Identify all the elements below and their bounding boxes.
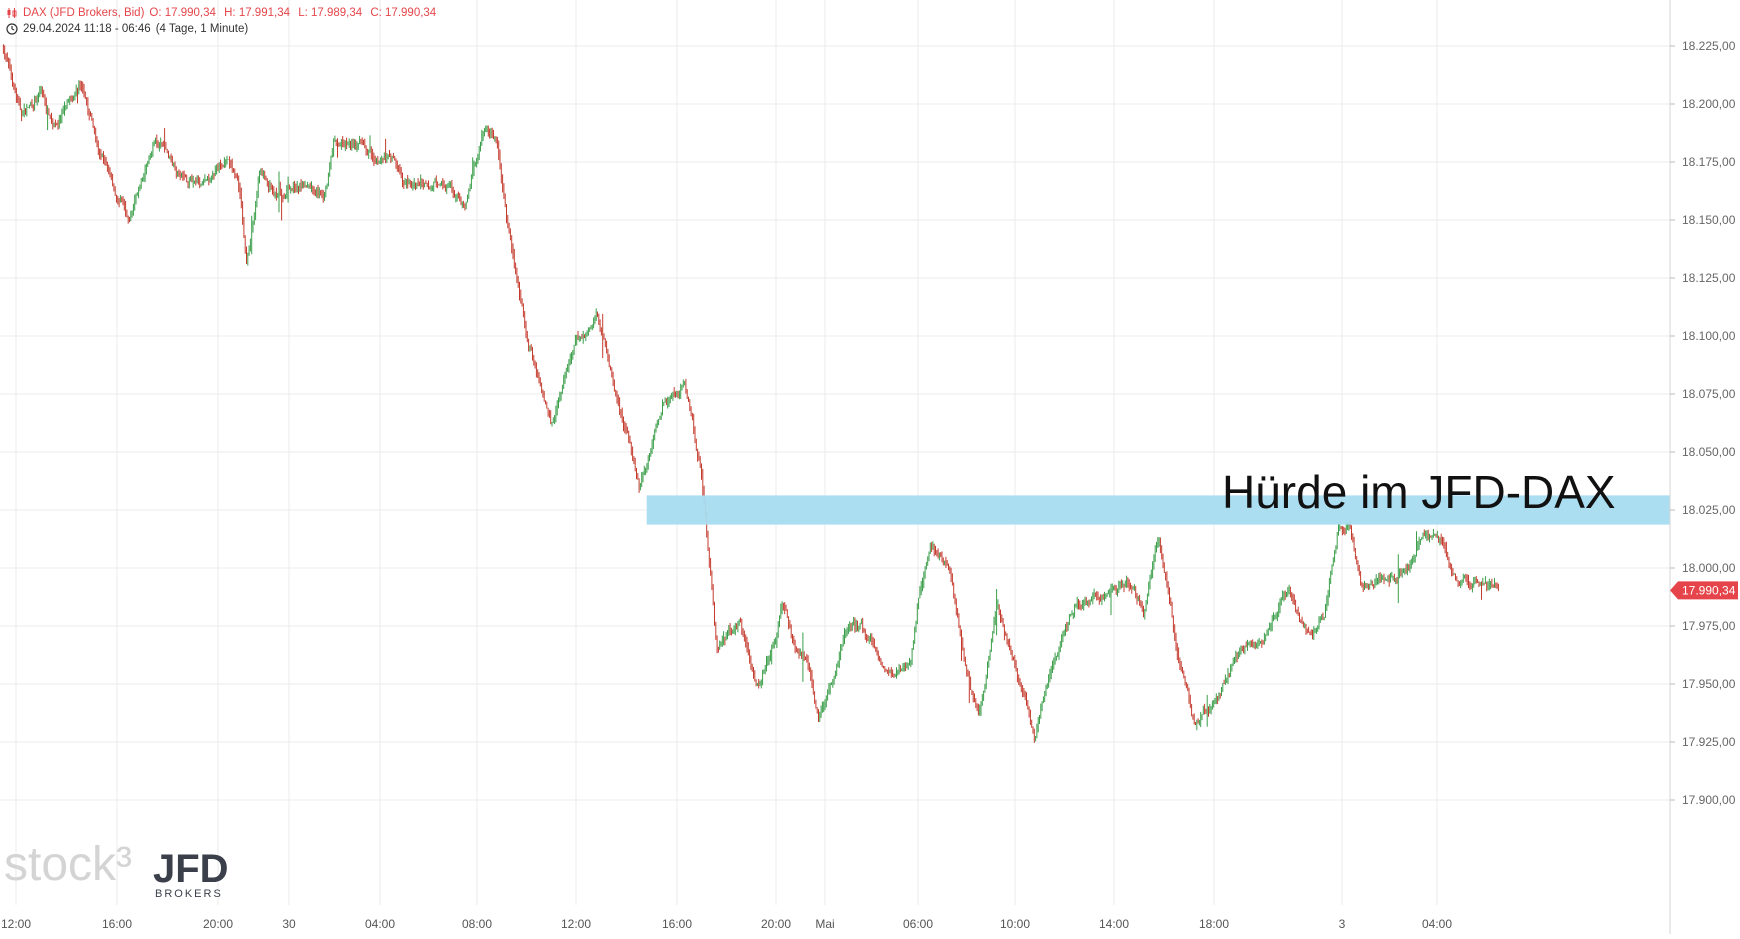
resistance-zone-layer: Hürde im JFD-DAX xyxy=(646,466,1670,525)
x-tick-label: 04:00 xyxy=(365,917,395,931)
date-range: 29.04.2024 11:18 - 06:46 xyxy=(23,23,151,35)
ohlc-values: O: 17.990,34 H: 17.991,34 L: 17.989,34 C… xyxy=(149,5,441,21)
low-value: L: 17.989,34 xyxy=(298,7,363,19)
x-tick-label: 06:00 xyxy=(903,917,933,931)
annotation-label: Hürde im JFD-DAX xyxy=(1222,466,1616,518)
x-tick-label: 14:00 xyxy=(1099,917,1129,931)
x-tick-label: 12:00 xyxy=(1,917,31,931)
y-tick-label: 18.175,00 xyxy=(1682,155,1736,169)
y-tick-label: 17.950,00 xyxy=(1682,677,1736,691)
clock-icon xyxy=(6,23,18,35)
high-value: H: 17.991,34 xyxy=(224,7,290,19)
y-tick-label: 18.100,00 xyxy=(1682,329,1736,343)
candle-layer xyxy=(2,44,1499,743)
y-tick-label: 17.925,00 xyxy=(1682,735,1736,749)
x-tick-label: 10:00 xyxy=(1000,917,1030,931)
y-tick-label: 18.050,00 xyxy=(1682,445,1736,459)
close-value: C: 17.990,34 xyxy=(370,7,437,19)
stock3-logo: stock³ xyxy=(4,838,132,891)
resistance-zone xyxy=(646,495,1670,525)
grid-layer xyxy=(0,0,1670,905)
jfd-logo: JFD xyxy=(153,847,229,891)
y-tick-label: 18.075,00 xyxy=(1682,387,1736,401)
open-value: O: 17.990,34 xyxy=(149,7,216,19)
y-tick-label: 18.150,00 xyxy=(1682,213,1736,227)
x-tick-label: 20:00 xyxy=(761,917,791,931)
y-tick-label: 17.900,00 xyxy=(1682,793,1736,807)
x-tick-label: 16:00 xyxy=(662,917,692,931)
x-tick-label: 16:00 xyxy=(102,917,132,931)
x-tick-label: 3 xyxy=(1339,917,1346,931)
x-tick-label: 20:00 xyxy=(203,917,233,931)
y-tick-label: 18.225,00 xyxy=(1682,39,1736,53)
period-label: (4 Tage, 1 Minute) xyxy=(155,23,249,35)
y-tick-label: 18.000,00 xyxy=(1682,561,1736,575)
x-tick-label: 18:00 xyxy=(1199,917,1229,931)
y-tick-label: 18.125,00 xyxy=(1682,271,1736,285)
jfd-brokers-label: BROKERS xyxy=(155,888,223,900)
x-tick-label: 12:00 xyxy=(561,917,591,931)
x-tick-label: 08:00 xyxy=(462,917,492,931)
x-tick-label: Mai xyxy=(815,917,834,931)
instrument-name: DAX (JFD Brokers, Bid) xyxy=(23,7,145,19)
y-tick-label: 17.975,00 xyxy=(1682,619,1736,633)
candles-icon xyxy=(6,7,18,19)
last-price-tag xyxy=(1670,581,1738,600)
chart-header: DAX (JFD Brokers, Bid) O: 17.990,34 H: 1… xyxy=(6,5,441,37)
y-tick-label: 18.200,00 xyxy=(1682,97,1736,111)
x-tick-label: 04:00 xyxy=(1422,917,1452,931)
x-tick-label: 30 xyxy=(282,917,296,931)
last-price-label: 17.990,34 xyxy=(1682,583,1736,597)
y-tick-label: 18.025,00 xyxy=(1682,503,1736,517)
